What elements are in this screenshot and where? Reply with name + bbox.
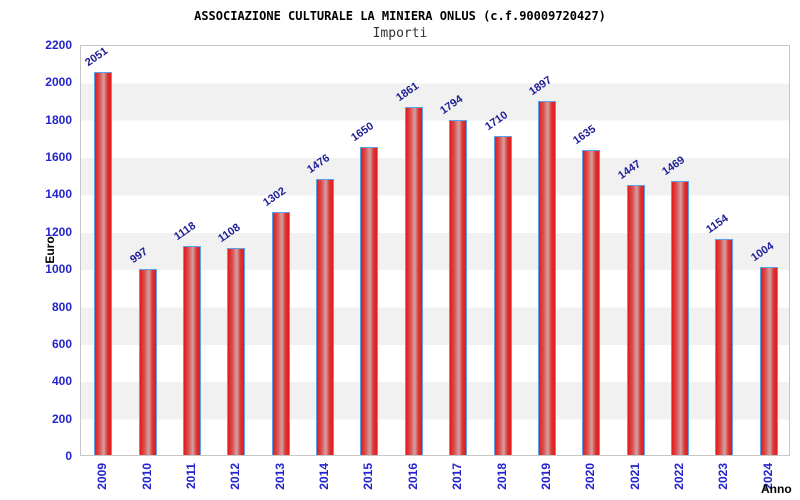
bar-value-label: 1710 [482,108,510,133]
bar-2014 [316,179,335,455]
y-tick-label: 600 [51,336,72,351]
plot-area: 2051 997 1118 1108 1302 1476 1650 1861 1794 1710 1… [80,45,790,456]
y-tick-label: 1600 [45,150,72,165]
y-tick-label: 1200 [45,224,72,239]
y-tick-label: 200 [51,411,72,426]
bar-value-label: 997 [127,245,150,266]
y-tick-label: 1000 [45,262,72,277]
bar-2011 [182,246,201,455]
x-tick-label-2022: 2022 [672,463,687,490]
bar-2015 [360,146,379,455]
bar-value-label: 1897 [527,73,554,98]
bar-2022 [671,180,690,455]
bar-2020 [582,149,601,455]
bar-value-label: 1108 [216,221,243,246]
x-tick-label-2009: 2009 [95,463,110,490]
x-tick-label-2011: 2011 [183,463,198,490]
x-tick-label-2013: 2013 [272,463,287,490]
bar-value-label: 1635 [571,122,599,147]
y-tick-label: 2000 [45,75,72,90]
bar-value-label: 1118 [172,219,198,244]
bar-2021 [626,184,645,455]
x-tick-label-2017: 2017 [450,463,465,490]
chart-subtitle: Importi [372,26,428,41]
bar-2009 [94,71,113,455]
x-tick-label-2016: 2016 [405,463,420,490]
bar-value-label: 1476 [305,152,333,177]
bar-2019 [537,100,556,455]
bar-2010 [138,268,157,455]
bar-value-label: 1154 [704,212,731,237]
bar-2023 [715,239,734,455]
bar-value-label: 1861 [393,80,421,105]
y-tick-label: 1800 [45,112,72,127]
x-tick-label-2015: 2015 [361,463,376,490]
bar-value-label: 1004 [748,240,776,265]
y-axis-title: Euro [43,236,57,264]
y-tick-label: 800 [51,299,72,314]
bar-2013 [271,211,290,455]
bar-value-label: 1447 [615,157,643,182]
bar-value-label: 1469 [660,153,688,178]
bar-2024 [759,267,778,455]
bar-2016 [404,107,423,455]
y-tick-label: 1400 [45,187,72,202]
y-tick-label: 0 [65,449,72,463]
bar-value-label: 2051 [83,44,111,69]
x-tick-label-2012: 2012 [228,463,243,490]
chart-title: ASSOCIAZIONE CULTURALE LA MINIERA ONLUS … [194,9,606,23]
y-tick-label: 2200 [45,38,72,52]
bar-2012 [227,248,246,455]
bar-2018 [493,135,512,455]
bar-2017 [449,119,468,455]
x-tick-label-2018: 2018 [494,463,509,490]
x-tick-label-2021: 2021 [627,463,642,490]
x-axis-title: Anno [761,482,792,496]
bar-value-label: 1302 [260,184,288,209]
bar-value-label: 1650 [349,119,377,144]
y-tick-label: 400 [51,374,72,389]
x-tick-label-2020: 2020 [583,463,598,490]
x-tick-label-2019: 2019 [538,463,553,490]
x-tick-label-2010: 2010 [139,463,154,490]
bar-value-label: 1794 [438,92,466,117]
x-tick-label-2014: 2014 [317,463,332,490]
x-tick-label-2023: 2023 [716,463,731,490]
